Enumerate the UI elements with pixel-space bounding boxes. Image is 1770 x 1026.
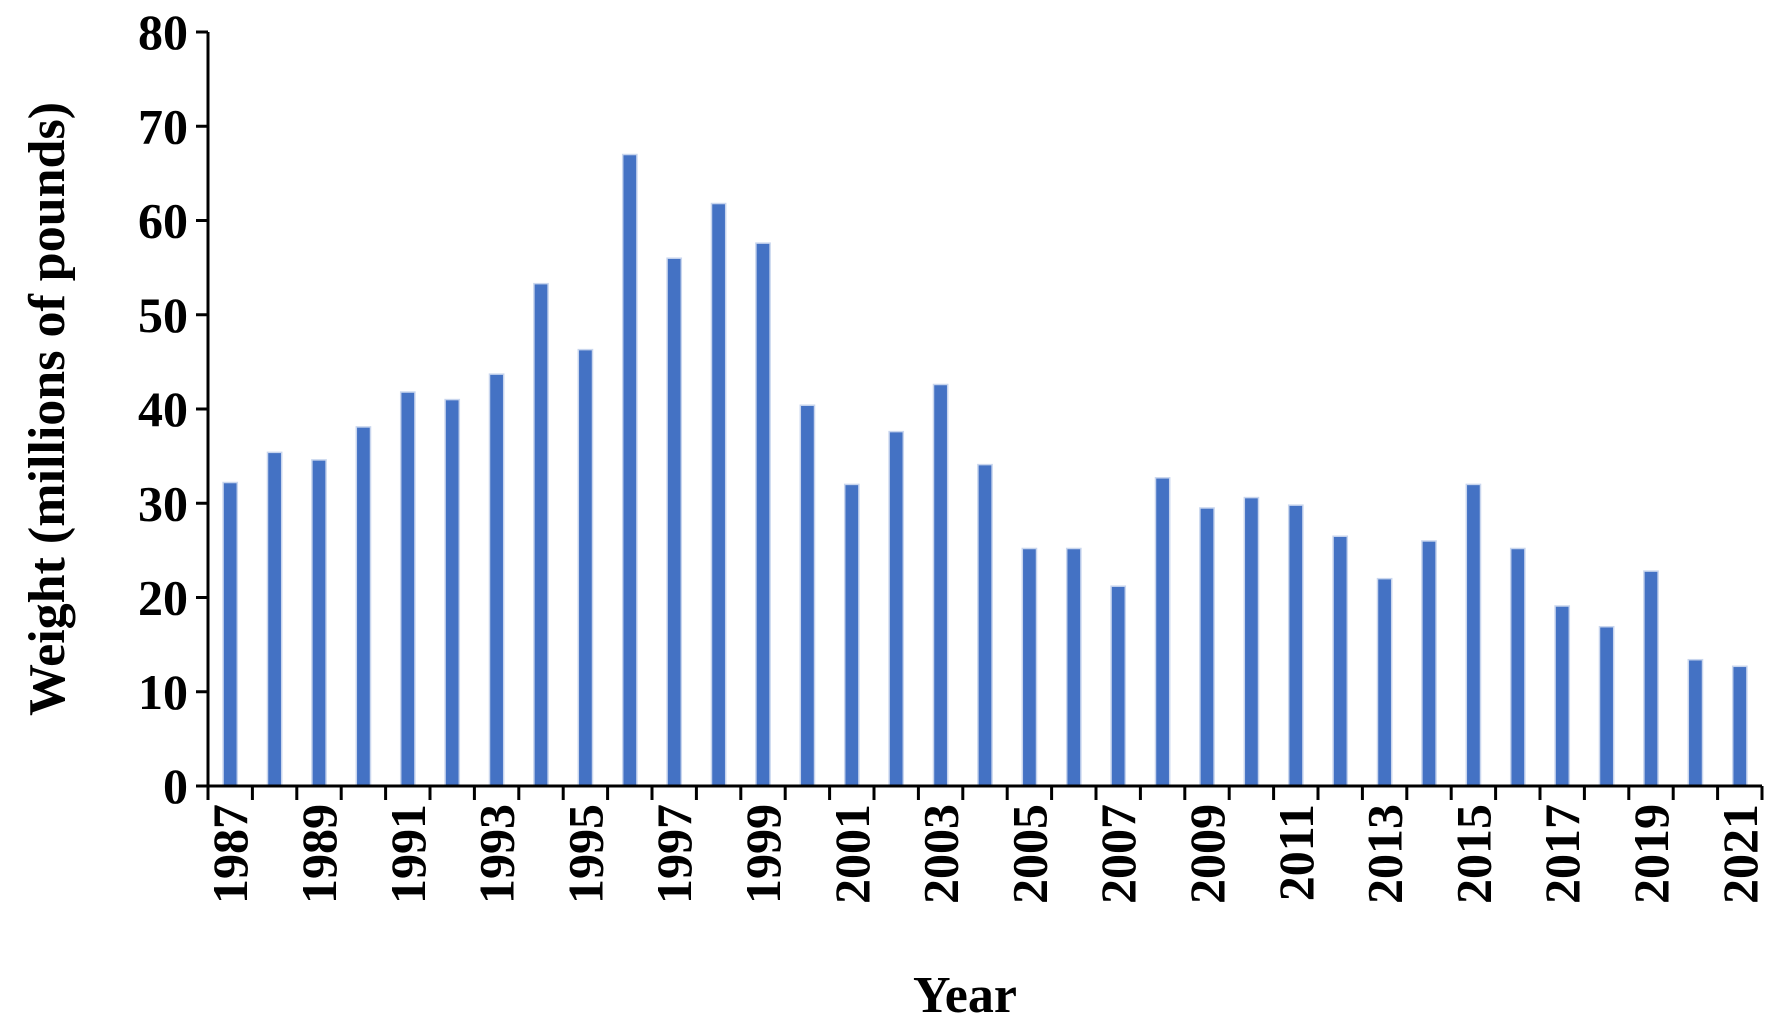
x-tick-label-1999: 1999 xyxy=(735,804,791,904)
bar-2001 xyxy=(843,483,860,787)
y-tick-label: 20 xyxy=(138,570,188,626)
x-tick-label-2021: 2021 xyxy=(1712,804,1768,904)
x-tick-label-2009: 2009 xyxy=(1179,804,1235,904)
bars-group xyxy=(222,153,1748,787)
bar-1995 xyxy=(577,348,594,787)
bar-2014 xyxy=(1421,540,1437,787)
bar-2017 xyxy=(1554,605,1571,787)
bar-1992 xyxy=(444,398,461,787)
y-ticks-group: 0 10 20 30 40 50 60 70 80 xyxy=(138,4,208,814)
bar-2010 xyxy=(1243,496,1260,787)
x-tick-label-1993: 1993 xyxy=(469,804,525,904)
x-tick-label-1995: 1995 xyxy=(557,804,613,904)
bar-2006 xyxy=(1065,547,1082,787)
x-axis-title: Year xyxy=(913,967,1017,1024)
x-tick-label-2015: 2015 xyxy=(1445,804,1501,904)
x-tick-label-2005: 2005 xyxy=(1001,804,1057,904)
bar-2019 xyxy=(1643,570,1659,787)
x-tick-label-2001: 2001 xyxy=(824,804,880,904)
x-tick-label-2019: 2019 xyxy=(1623,804,1679,904)
bar-1991 xyxy=(399,391,416,787)
y-axis-title: Weight (millions of pounds) xyxy=(19,102,76,716)
bar-1997 xyxy=(666,257,683,787)
bar-2016 xyxy=(1509,547,1526,787)
x-tick-label-1991: 1991 xyxy=(380,804,436,904)
bar-2021 xyxy=(1731,665,1748,787)
bar-2008 xyxy=(1154,477,1171,787)
x-tick-label-2017: 2017 xyxy=(1534,804,1590,904)
x-tick-label-2013: 2013 xyxy=(1357,804,1413,904)
x-tick-label-2003: 2003 xyxy=(913,804,969,904)
bar-1990 xyxy=(355,426,372,787)
bar-2011 xyxy=(1287,504,1304,787)
bar-2004 xyxy=(977,463,993,787)
bar-2012 xyxy=(1332,535,1349,787)
x-tick-label-1997: 1997 xyxy=(646,804,702,904)
x-ticks-group: 1987 1989 1991 1993 1995 1997 1999 2001 2003 2005… xyxy=(202,786,1768,904)
bar-1987 xyxy=(222,481,239,787)
bar-1993 xyxy=(488,373,505,787)
bar-2020 xyxy=(1687,658,1704,787)
bar-1994 xyxy=(533,282,549,787)
y-tick-label: 10 xyxy=(138,664,188,720)
y-tick-label: 30 xyxy=(138,475,188,531)
bar-1988 xyxy=(266,451,283,787)
y-tick-label: 60 xyxy=(138,193,188,249)
x-tick-label-1987: 1987 xyxy=(202,804,258,904)
y-tick-label: 80 xyxy=(138,4,188,60)
bar-2018 xyxy=(1598,625,1615,787)
bar-2005 xyxy=(1021,547,1038,787)
bar-2002 xyxy=(888,430,905,787)
bar-1996 xyxy=(621,153,638,787)
bar-2003 xyxy=(932,383,949,787)
bar-2000 xyxy=(799,404,816,787)
bar-1989 xyxy=(311,459,327,787)
bar-2009 xyxy=(1199,507,1215,787)
bar-2013 xyxy=(1376,577,1393,787)
y-tick-label: 0 xyxy=(163,758,188,814)
y-tick-label: 70 xyxy=(138,98,188,154)
y-tick-label: 50 xyxy=(138,287,188,343)
bar-2015 xyxy=(1465,483,1482,787)
x-tick-label-2007: 2007 xyxy=(1090,804,1146,904)
bar-1998 xyxy=(710,202,727,787)
bar-1999 xyxy=(755,242,771,787)
bar-2007 xyxy=(1110,585,1127,787)
x-tick-label-1989: 1989 xyxy=(291,804,347,904)
x-tick-label-2011: 2011 xyxy=(1268,804,1324,901)
y-tick-label: 40 xyxy=(138,381,188,437)
